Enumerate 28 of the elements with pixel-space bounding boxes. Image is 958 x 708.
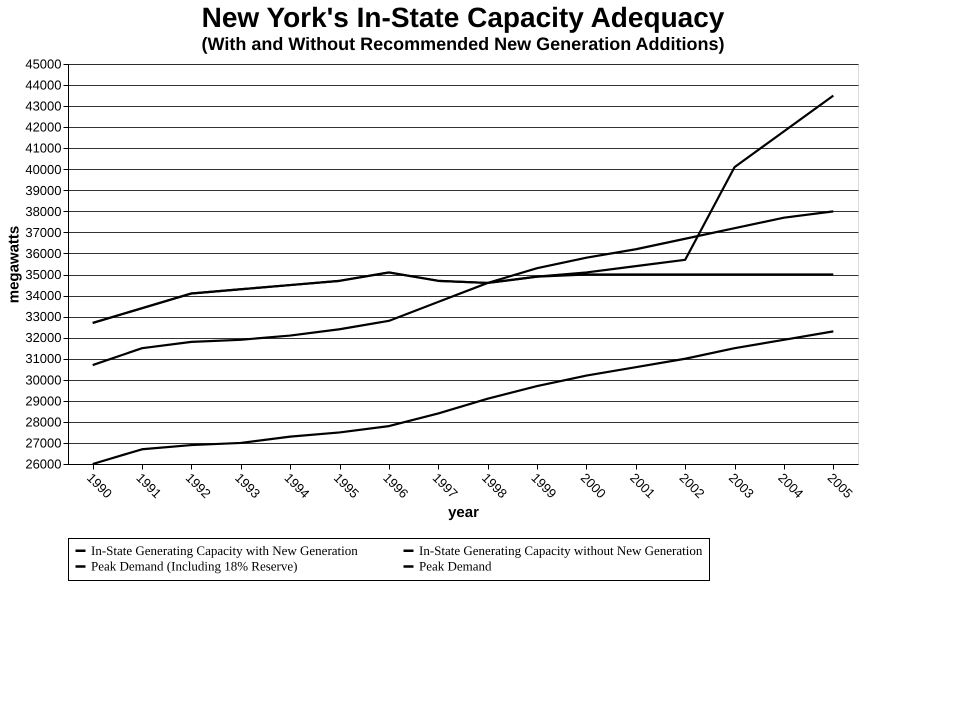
legend-label: Peak Demand (Including 18% Reserve): [91, 558, 298, 574]
chart-subtitle: (With and Without Recommended New Generation Additions): [201, 34, 725, 54]
y-tick-label: 32000: [25, 330, 62, 346]
y-tick-label: 28000: [25, 414, 62, 430]
legend-label: In-State Generating Capacity with New Generation: [91, 542, 358, 558]
y-tick-label: 44000: [25, 78, 62, 93]
legend-label: Peak Demand: [419, 558, 492, 574]
y-tick-label: 36000: [25, 246, 62, 261]
y-tick-label: 39000: [25, 182, 62, 198]
y-tick-label: 38000: [25, 204, 62, 219]
y-tick-label: 30000: [25, 372, 62, 388]
y-tick-label: 37000: [25, 224, 62, 240]
x-axis-title: year: [448, 504, 480, 522]
legend-label: In-State Generating Capacity without New Generation: [419, 542, 703, 558]
y-tick-label: 42000: [25, 120, 62, 135]
y-tick-label: 27000: [25, 435, 62, 450]
y-tick-label: 41000: [25, 140, 62, 156]
y-axis-title: megawatts: [5, 226, 22, 304]
y-tick-label: 45000: [25, 56, 62, 72]
y-tick-label: 35000: [25, 267, 62, 282]
y-tick-label: 26000: [25, 456, 62, 472]
y-tick-label: 43000: [25, 98, 62, 114]
y-tick-label: 31000: [25, 351, 62, 366]
y-tick-label: 33000: [25, 309, 62, 324]
y-tick-label: 29000: [25, 393, 62, 408]
y-tick-label: 34000: [25, 288, 62, 304]
chart-title: New York's In-State Capacity Adequacy: [202, 2, 725, 33]
y-tick-label: 40000: [25, 162, 62, 177]
